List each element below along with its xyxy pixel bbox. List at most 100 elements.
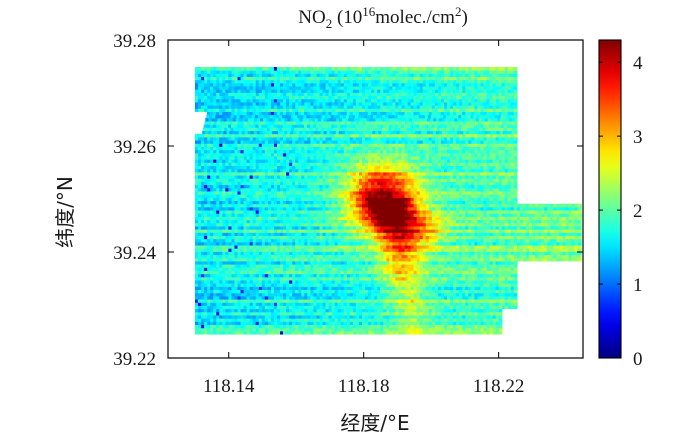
heatmap-cell	[516, 197, 518, 201]
heatmap-cell	[513, 270, 518, 275]
heatmap-cell	[413, 219, 418, 224]
heatmap-cell	[283, 286, 287, 291]
heatmap-cell	[450, 270, 454, 275]
heatmap-cell	[498, 321, 503, 326]
heatmap-cell	[313, 318, 317, 322]
heatmap-cell	[210, 311, 214, 316]
heatmap-cell	[477, 295, 481, 300]
heatmap-cell	[328, 229, 333, 233]
heatmap-cell	[204, 206, 208, 211]
heatmap-cell	[377, 200, 381, 205]
heatmap-cell	[340, 194, 345, 198]
heatmap-cell	[471, 318, 475, 322]
heatmap-cell	[234, 327, 238, 332]
heatmap-cell	[547, 235, 551, 240]
heatmap-cell	[222, 289, 226, 294]
heatmap-cell	[276, 261, 281, 265]
heatmap-cell	[319, 292, 323, 297]
heatmap-cell	[525, 222, 530, 227]
heatmap-cell	[267, 273, 272, 278]
heatmap-cell	[246, 254, 251, 259]
heatmap-cell	[395, 206, 399, 211]
heatmap-cell	[504, 280, 509, 284]
heatmap-cell	[219, 235, 223, 240]
heatmap-cell	[334, 216, 339, 221]
heatmap-cell	[316, 283, 320, 287]
heatmap-cell	[283, 292, 287, 297]
heatmap-cell	[301, 203, 305, 208]
heatmap-cell	[498, 292, 503, 297]
heatmap-cell	[383, 197, 387, 201]
heatmap-cell	[310, 203, 314, 208]
heatmap-cell	[447, 267, 451, 271]
heatmap-cell	[468, 283, 472, 287]
heatmap-cell	[453, 222, 457, 227]
heatmap-cell	[346, 235, 351, 240]
heatmap-cell	[562, 213, 566, 217]
heatmap-cell	[310, 308, 314, 313]
heatmap-cell	[504, 241, 509, 246]
heatmap-cell	[216, 292, 220, 297]
heatmap-cell	[255, 194, 260, 198]
heatmap-cell	[246, 308, 251, 313]
heatmap-cell	[298, 330, 302, 335]
heatmap-cell	[507, 222, 512, 227]
heatmap-cell	[207, 257, 211, 262]
heatmap-cell	[258, 292, 263, 297]
heatmap-cell	[194, 318, 199, 322]
heatmap-cell	[407, 222, 411, 227]
heatmap-cell	[443, 270, 448, 275]
heatmap-cell	[352, 219, 357, 224]
heatmap-cell	[283, 213, 287, 217]
heatmap-cell	[246, 330, 251, 335]
heatmap-cell	[465, 229, 469, 233]
heatmap-cell	[398, 248, 402, 252]
heatmap-cell	[240, 254, 244, 259]
heatmap-cell	[389, 210, 393, 214]
heatmap-cell	[258, 308, 263, 313]
heatmap-cell	[213, 232, 217, 236]
heatmap-cell	[261, 264, 266, 268]
heatmap-cell	[450, 295, 454, 300]
heatmap-cell	[295, 216, 299, 221]
heatmap-cell	[304, 264, 308, 268]
heatmap-cell	[450, 318, 454, 322]
heatmap-cell	[355, 241, 360, 246]
heatmap-cell	[295, 264, 299, 268]
heatmap-cell	[568, 257, 572, 262]
heatmap-cell	[213, 324, 217, 329]
heatmap-cell	[337, 276, 342, 281]
heatmap-cell	[237, 305, 241, 310]
heatmap-cell	[325, 257, 330, 262]
heatmap-cell	[301, 302, 305, 306]
heatmap-cell	[553, 203, 557, 208]
heatmap-cell	[480, 245, 484, 249]
heatmap-cell	[419, 203, 424, 208]
heatmap-cell	[450, 267, 454, 271]
heatmap-cell	[498, 283, 503, 287]
heatmap-cell	[492, 257, 497, 262]
heatmap-cell	[201, 327, 205, 332]
heatmap-cell	[492, 232, 497, 236]
heatmap-cell	[407, 321, 411, 326]
heatmap-cell	[489, 280, 493, 284]
heatmap-cell	[386, 289, 390, 294]
heatmap-cell	[346, 245, 351, 249]
heatmap-cell	[352, 315, 357, 319]
heatmap-cell	[349, 254, 354, 259]
heatmap-cell	[547, 232, 551, 236]
heatmap-cell	[474, 321, 478, 326]
heatmap-cell	[255, 305, 260, 310]
heatmap-cell	[198, 200, 202, 205]
heatmap-cell	[392, 210, 396, 214]
heatmap-cell	[513, 305, 518, 310]
heatmap-cell	[243, 232, 248, 236]
heatmap-cell	[313, 286, 317, 291]
heatmap-cell	[231, 330, 235, 335]
heatmap-cell	[301, 216, 305, 221]
heatmap-cell	[362, 248, 366, 252]
heatmap-cell	[434, 311, 439, 316]
heatmap-cell	[401, 254, 405, 259]
heatmap-cell	[529, 254, 533, 259]
heatmap-cell	[447, 311, 451, 316]
